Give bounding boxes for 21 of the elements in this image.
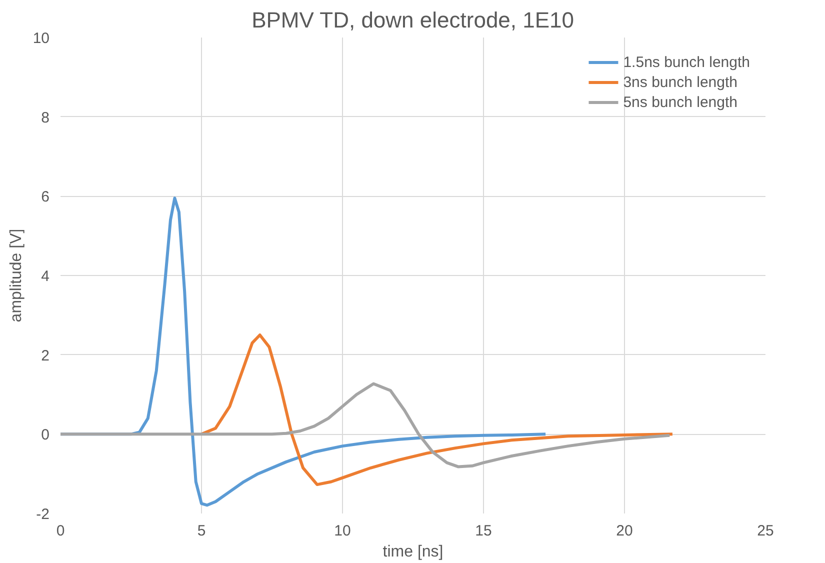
legend-label: 5ns bunch length bbox=[623, 94, 738, 110]
y-tick-label: 2 bbox=[41, 347, 50, 364]
y-axis-title: amplitude [V] bbox=[8, 228, 25, 322]
y-tick-label: 8 bbox=[41, 109, 50, 126]
y-tick-label: 6 bbox=[41, 188, 50, 206]
chart-title: BPMV TD, down electrode, 1E10 bbox=[252, 8, 574, 32]
x-tick-label: 0 bbox=[56, 522, 65, 540]
y-tick-label: 10 bbox=[32, 30, 50, 47]
x-tick-label: 15 bbox=[475, 522, 492, 540]
x-tick-label: 5 bbox=[197, 522, 206, 540]
y-tick-label: -2 bbox=[36, 506, 50, 523]
legend-label: 3ns bunch length bbox=[623, 74, 738, 90]
x-tick-label: 25 bbox=[757, 522, 774, 540]
line-series bbox=[60, 382, 672, 468]
x-tick-label: 10 bbox=[334, 522, 351, 540]
legend-label: 1.5ns bunch length bbox=[623, 54, 750, 70]
y-tick-label: 0 bbox=[41, 426, 50, 444]
x-axis-title: time [ns] bbox=[382, 544, 444, 560]
line-series bbox=[200, 334, 674, 486]
y-tick-label: 4 bbox=[41, 268, 50, 285]
x-tick-label: 20 bbox=[616, 522, 633, 540]
